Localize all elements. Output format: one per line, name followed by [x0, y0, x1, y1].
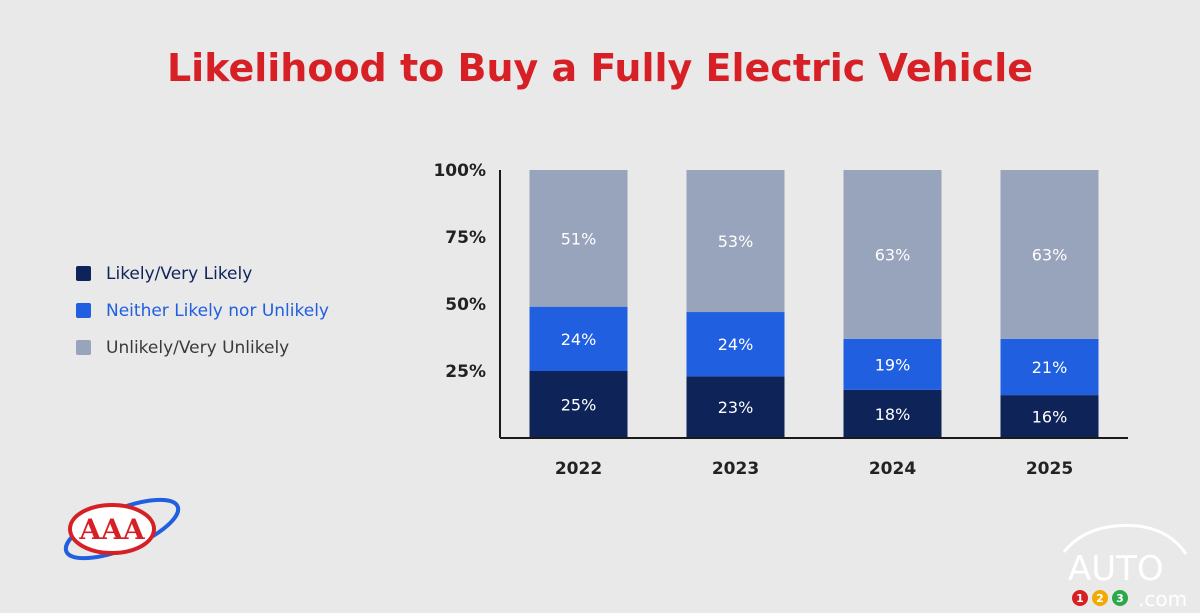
- bar-2025-series-0: [1000, 395, 1099, 438]
- aaa-logo-text: AAA: [78, 513, 145, 546]
- auto123-digit-badge-1: [1072, 590, 1088, 606]
- bar-2024-series-2: [843, 170, 942, 339]
- legend-label-neither: Neither Likely nor Unlikely: [106, 300, 329, 321]
- chart-title: Likelihood to Buy a Fully Electric Vehic…: [166, 46, 1034, 90]
- legend-label-unlikely: Unlikely/Very Unlikely: [106, 337, 290, 358]
- data-label-2022-series-0: 25%: [561, 396, 597, 415]
- data-label-2022-series-1: 24%: [561, 330, 597, 349]
- bar-2025-series-2: [1000, 170, 1099, 339]
- bar-2025-series-1: [1000, 338, 1099, 396]
- data-label-2024-series-2: 63%: [875, 245, 911, 264]
- legend: Likely/Very Likely Neither Likely nor Un…: [76, 255, 329, 366]
- y-tick-label-75: 75%: [445, 228, 486, 248]
- auto123-digit-badge-2: [1092, 590, 1108, 606]
- legend-item-likely: Likely/Very Likely: [76, 255, 329, 292]
- auto123-car-outline: [1062, 524, 1188, 555]
- bar-2024-series-1: [843, 338, 942, 390]
- data-label-2023-series-0: 23%: [718, 398, 754, 417]
- auto123-digit-1: 1: [1076, 592, 1084, 605]
- bar-2022-series-1: [529, 306, 628, 371]
- bar-2022-series-0: [529, 371, 628, 438]
- bar-2024-series-0: [843, 389, 942, 438]
- legend-item-neither: Neither Likely nor Unlikely: [76, 292, 329, 329]
- data-label-2022-series-2: 51%: [561, 229, 597, 248]
- y-tick-label-50: 50%: [445, 295, 486, 315]
- x-tick-label-2023: 2023: [712, 459, 759, 479]
- x-tick-label-2025: 2025: [1026, 459, 1073, 479]
- aaa-logo: AAA: [63, 497, 181, 561]
- auto123-logo-text: AUTO: [1068, 549, 1164, 589]
- data-label-2024-series-0: 18%: [875, 405, 911, 424]
- legend-item-unlikely: Unlikely/Very Unlikely: [76, 329, 329, 366]
- data-label-2023-series-2: 53%: [718, 232, 754, 251]
- legend-label-likely: Likely/Very Likely: [106, 263, 253, 284]
- legend-swatch-likely: [76, 266, 91, 281]
- x-tick-label-2022: 2022: [555, 459, 602, 479]
- data-label-2024-series-1: 19%: [875, 355, 911, 374]
- auto123-digit-2: 2: [1096, 592, 1104, 605]
- bar-2023-series-0: [686, 376, 785, 438]
- auto123-digit-badge-3: [1112, 590, 1128, 606]
- bar-2023-series-1: [686, 312, 785, 377]
- auto123-digit-3: 3: [1116, 592, 1124, 605]
- y-tick-label-25: 25%: [445, 362, 486, 382]
- bar-2022-series-2: [529, 170, 628, 307]
- auto123-logo-suffix: .com: [1138, 587, 1187, 610]
- legend-swatch-unlikely: [76, 340, 91, 355]
- y-tick-label-100: 100%: [433, 161, 486, 181]
- bar-2023-series-2: [686, 170, 785, 313]
- data-label-2025-series-1: 21%: [1032, 358, 1068, 377]
- data-label-2025-series-0: 16%: [1032, 408, 1068, 427]
- data-label-2025-series-2: 63%: [1032, 245, 1068, 264]
- legend-swatch-neither: [76, 303, 91, 318]
- x-tick-label-2024: 2024: [869, 459, 916, 479]
- aaa-logo-oval: [68, 503, 156, 555]
- data-label-2023-series-1: 24%: [718, 335, 754, 354]
